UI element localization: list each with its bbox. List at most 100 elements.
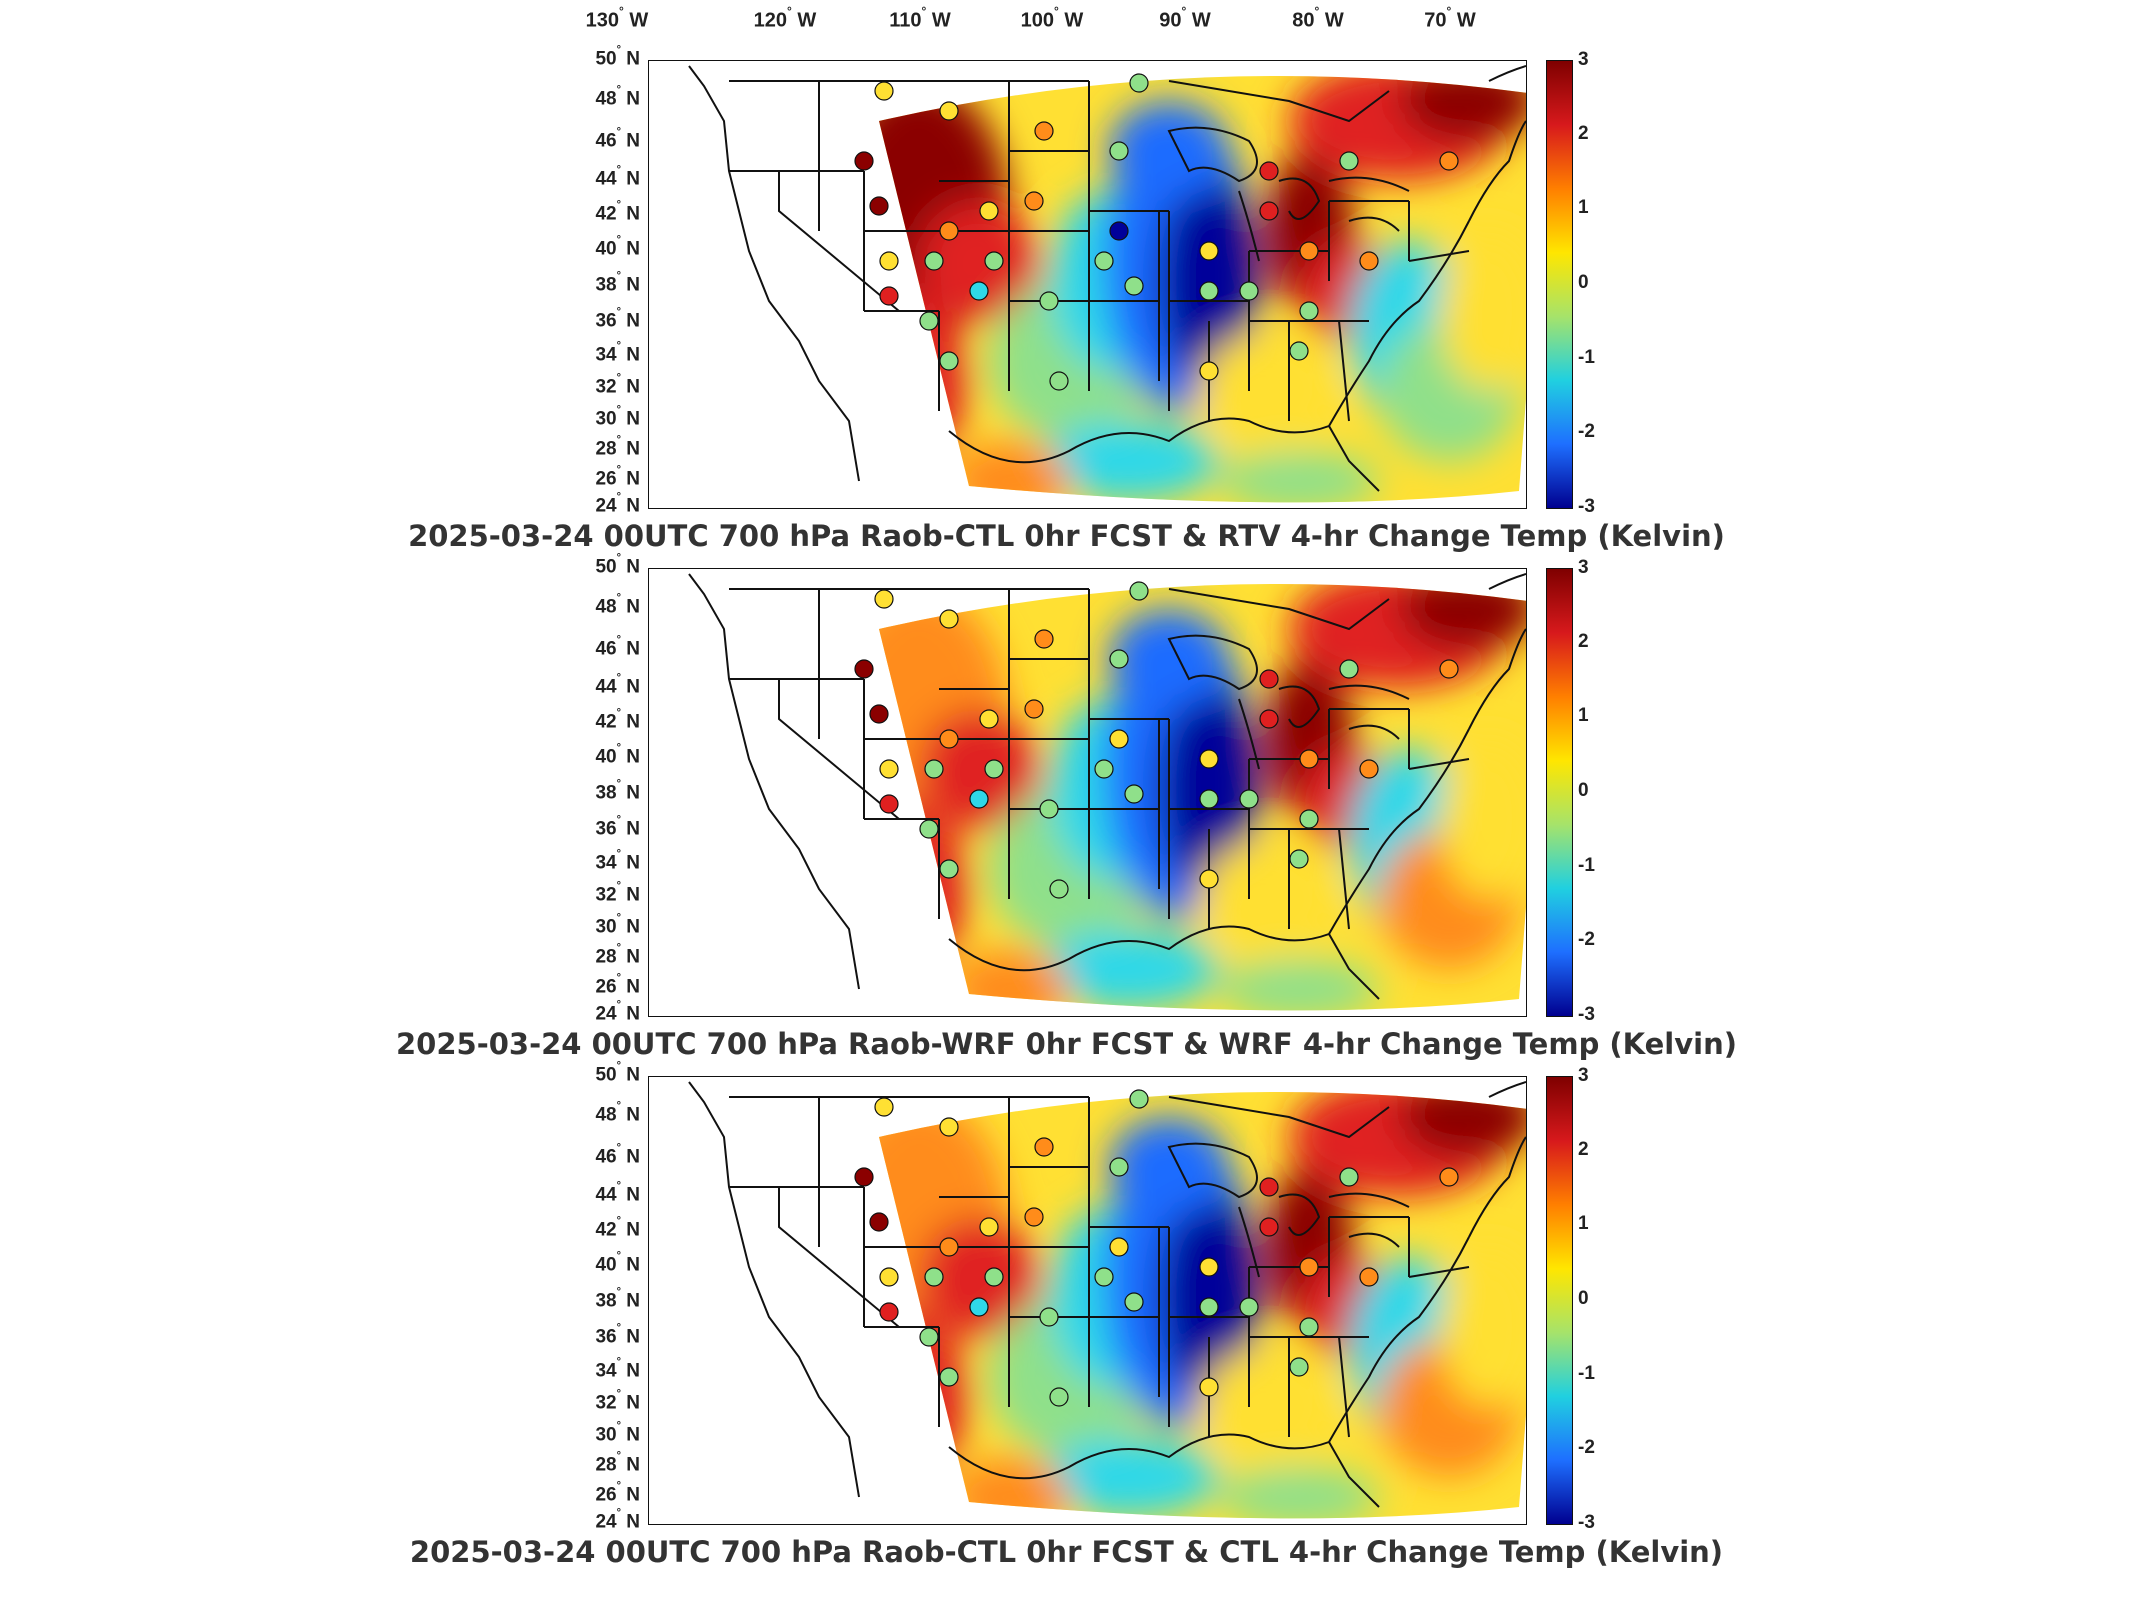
lat-label: 48° N [595,1100,640,1126]
lat-label: 28° N [595,434,640,460]
lat-label: 24° N [595,1507,640,1533]
raob-station [1439,659,1459,679]
lat-label: 42° N [595,1215,640,1241]
raob-station [979,1217,999,1237]
raob-station [1199,789,1219,809]
lat-label: 40° N [595,234,640,260]
panel-title-1: 2025-03-24 00UTC 700 hPa Raob-CTL 0hr FC… [408,519,1725,553]
raob-station [939,1117,959,1137]
raob-station [1109,1237,1129,1257]
raob-station [1199,1297,1219,1317]
raob-station [1259,201,1279,221]
lon-label-80w: 80° W [1292,4,1344,32]
lat-label: 26° N [595,1480,640,1506]
raob-station [1239,789,1259,809]
raob-station [1359,1267,1379,1287]
colorbar-tick: 2 [1578,1139,1589,1160]
raob-station [939,221,959,241]
raob-station [1109,729,1129,749]
raob-station [1094,251,1114,271]
raob-station [939,859,959,879]
raob-station [1439,151,1459,171]
raob-station [979,709,999,729]
raob-station [874,81,894,101]
raob-station [1034,1137,1054,1157]
raob-station [1049,879,1069,899]
lon-label-130w: 130° W [585,4,649,32]
lat-label: 32° N [595,372,640,398]
raob-station [1439,1167,1459,1187]
raob-station [879,251,899,271]
lat-label: 34° N [595,340,640,366]
colorbar-3 [1546,1076,1573,1525]
raob-station [1124,1292,1144,1312]
colorbar-tick: -1 [1578,1363,1595,1384]
colorbar-tick: 1 [1578,197,1589,218]
colorbar-tick: -2 [1578,1437,1595,1458]
colorbar-tick: -2 [1578,421,1595,442]
raob-station [1024,699,1044,719]
colorbar-tick: 1 [1578,705,1589,726]
lat-label: 44° N [595,1180,640,1206]
raob-station [1049,1387,1069,1407]
lon-label-70w: 70° W [1424,4,1476,32]
lat-label: 48° N [595,84,640,110]
lat-label: 40° N [595,742,640,768]
raob-station [1259,669,1279,689]
raob-station [1034,121,1054,141]
lat-label: 36° N [595,814,640,840]
lat-label: 32° N [595,880,640,906]
raob-station [1109,649,1129,669]
raob-station [854,1167,874,1187]
lat-label: 46° N [595,1142,640,1168]
raob-station [1299,809,1319,829]
lat-label: 30° N [595,1420,640,1446]
raob-station [919,819,939,839]
panel-title-3: 2025-03-24 00UTC 700 hPa Raob-CTL 0hr FC… [409,1535,1724,1569]
raob-station [1259,161,1279,181]
raob-station [919,1327,939,1347]
lat-label: 50° N [595,1060,640,1086]
raob-station [1259,709,1279,729]
raob-station [1199,241,1219,261]
raob-station [1034,629,1054,649]
raob-station [1124,276,1144,296]
lat-label: 30° N [595,404,640,430]
raob-station [1109,1157,1129,1177]
raob-station [919,311,939,331]
raob-station [1124,784,1144,804]
lat-label: 30° N [595,912,640,938]
raob-station [979,201,999,221]
lon-label-100w: 100° W [1020,4,1084,32]
raob-station [879,794,899,814]
colorbar-tick: 0 [1578,272,1589,293]
raob-station [879,1302,899,1322]
raob-station [1299,1257,1319,1277]
raob-station [924,251,944,271]
colorbar-tick: 2 [1578,631,1589,652]
lat-label: 26° N [595,972,640,998]
lat-label: 36° N [595,1322,640,1348]
lat-label: 40° N [595,1250,640,1276]
lon-label-110w: 110° W [889,4,951,32]
raob-station [1289,849,1309,869]
raob-station [1024,191,1044,211]
map-panel-2 [648,568,1527,1017]
lat-label: 50° N [595,552,640,578]
colorbar-tick: 3 [1578,1065,1589,1086]
colorbar-tick: 3 [1578,49,1589,70]
raob-station [869,1212,889,1232]
raob-station [1109,221,1129,241]
lat-label: 24° N [595,999,640,1025]
raob-station [1289,1357,1309,1377]
lat-label: 34° N [595,1356,640,1382]
lat-label: 28° N [595,942,640,968]
lat-label: 28° N [595,1450,640,1476]
lat-label: 34° N [595,848,640,874]
raob-station [869,704,889,724]
raob-station [939,351,959,371]
raob-station [969,789,989,809]
longitude-axis: 130° W 120° W 110° W 100° W 90° W 80° W … [0,0,2133,40]
raob-station [874,1097,894,1117]
raob-station [1359,759,1379,779]
